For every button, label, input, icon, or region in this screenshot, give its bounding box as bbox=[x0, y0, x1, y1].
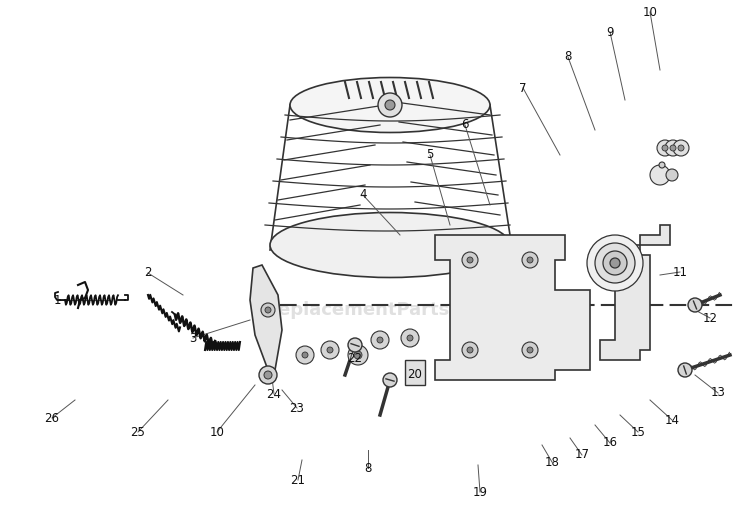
Circle shape bbox=[665, 140, 681, 156]
Circle shape bbox=[383, 373, 397, 387]
Circle shape bbox=[462, 252, 478, 268]
Circle shape bbox=[302, 352, 308, 358]
Text: 14: 14 bbox=[664, 413, 680, 427]
Ellipse shape bbox=[270, 213, 510, 278]
Circle shape bbox=[688, 298, 702, 312]
Text: 7: 7 bbox=[519, 82, 526, 94]
Circle shape bbox=[385, 100, 395, 110]
Text: 12: 12 bbox=[703, 311, 718, 324]
Text: 8: 8 bbox=[364, 462, 372, 475]
Text: 2: 2 bbox=[144, 267, 152, 279]
Circle shape bbox=[377, 337, 383, 343]
Circle shape bbox=[527, 257, 533, 263]
Text: 15: 15 bbox=[631, 425, 646, 439]
Circle shape bbox=[467, 347, 473, 353]
Circle shape bbox=[603, 251, 627, 275]
Circle shape bbox=[610, 258, 620, 268]
Text: 19: 19 bbox=[472, 486, 488, 498]
Ellipse shape bbox=[290, 78, 490, 133]
Circle shape bbox=[354, 351, 362, 359]
Text: 22: 22 bbox=[347, 352, 362, 365]
Polygon shape bbox=[435, 235, 590, 380]
Circle shape bbox=[264, 371, 272, 379]
Text: 11: 11 bbox=[673, 266, 688, 278]
Circle shape bbox=[462, 342, 478, 358]
Circle shape bbox=[657, 140, 673, 156]
Text: 18: 18 bbox=[544, 455, 560, 468]
Polygon shape bbox=[600, 245, 650, 360]
Circle shape bbox=[321, 341, 339, 359]
Circle shape bbox=[673, 140, 689, 156]
Circle shape bbox=[522, 342, 538, 358]
Text: 16: 16 bbox=[602, 436, 617, 450]
Text: 6: 6 bbox=[461, 118, 469, 132]
Circle shape bbox=[348, 338, 362, 352]
Circle shape bbox=[467, 257, 473, 263]
Polygon shape bbox=[405, 360, 425, 385]
Text: 10: 10 bbox=[209, 425, 224, 439]
Circle shape bbox=[678, 363, 692, 377]
Circle shape bbox=[296, 346, 314, 364]
Text: 13: 13 bbox=[710, 387, 725, 399]
Circle shape bbox=[265, 307, 271, 313]
Text: 21: 21 bbox=[290, 474, 305, 486]
Polygon shape bbox=[250, 265, 282, 370]
Text: 8: 8 bbox=[564, 50, 572, 63]
Text: eReplacementParts.com: eReplacementParts.com bbox=[252, 301, 498, 319]
Circle shape bbox=[662, 145, 668, 151]
Circle shape bbox=[401, 329, 419, 347]
Text: 5: 5 bbox=[426, 148, 433, 161]
Text: 20: 20 bbox=[407, 368, 422, 381]
Circle shape bbox=[261, 303, 275, 317]
Text: 10: 10 bbox=[643, 5, 658, 18]
Text: 3: 3 bbox=[189, 332, 196, 344]
Circle shape bbox=[371, 331, 389, 349]
Polygon shape bbox=[640, 225, 670, 245]
Text: 24: 24 bbox=[266, 388, 281, 400]
Text: 4: 4 bbox=[359, 189, 367, 202]
Circle shape bbox=[378, 93, 402, 117]
Circle shape bbox=[659, 162, 665, 168]
Circle shape bbox=[670, 145, 676, 151]
Text: 1: 1 bbox=[53, 293, 61, 307]
Circle shape bbox=[678, 145, 684, 151]
Circle shape bbox=[666, 169, 678, 181]
Circle shape bbox=[327, 347, 333, 353]
Text: 23: 23 bbox=[290, 401, 304, 414]
Circle shape bbox=[595, 243, 635, 283]
Circle shape bbox=[522, 252, 538, 268]
Text: 25: 25 bbox=[130, 425, 146, 439]
Text: 9: 9 bbox=[606, 26, 613, 38]
Circle shape bbox=[259, 366, 277, 384]
Text: 17: 17 bbox=[574, 449, 590, 462]
Circle shape bbox=[650, 165, 670, 185]
Circle shape bbox=[587, 235, 643, 291]
Text: 26: 26 bbox=[44, 411, 59, 424]
Circle shape bbox=[348, 345, 368, 365]
Circle shape bbox=[527, 347, 533, 353]
Circle shape bbox=[407, 335, 413, 341]
